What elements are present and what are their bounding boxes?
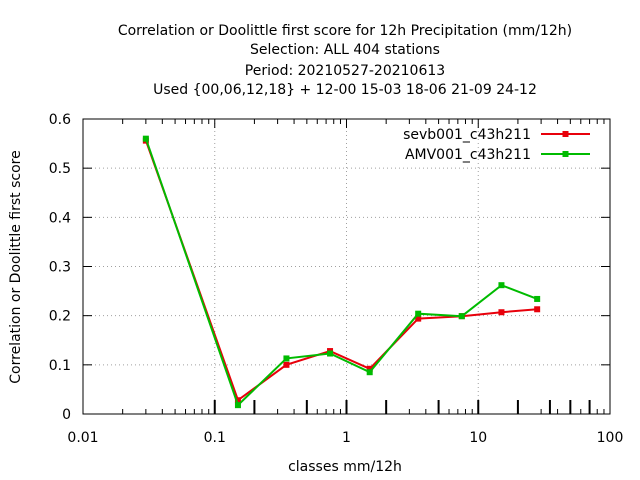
y-tick-label: 0.3 xyxy=(49,260,71,276)
series-2-point xyxy=(458,313,465,320)
legend-label-2: AMV001_c43h211 xyxy=(405,147,531,163)
y-axis-label: Correlation or Doolittle first score xyxy=(8,150,24,383)
series-1-point xyxy=(283,361,290,368)
grid-lines xyxy=(83,119,610,414)
y-tick-label: 0.4 xyxy=(49,210,71,226)
series-2-point xyxy=(534,295,541,302)
y-tick-label: 0.6 xyxy=(49,112,71,128)
x-tick-label: 10 xyxy=(469,430,487,446)
legend-marker-2 xyxy=(562,151,569,157)
series-2-point xyxy=(283,355,290,362)
legend-label-1: sevb001_c43h211 xyxy=(403,127,531,143)
y-tick-label: 0.5 xyxy=(49,161,71,177)
x-tick-label: 0.01 xyxy=(67,430,98,446)
x-tick-label: 0.1 xyxy=(204,430,226,446)
series-2-point xyxy=(234,402,241,409)
chart-title-line-1: Correlation or Doolittle first score for… xyxy=(118,23,572,39)
chart-title-line-2: Selection: ALL 404 stations xyxy=(250,42,440,58)
series-2-point xyxy=(327,350,334,357)
series-1-point xyxy=(415,315,422,322)
legend-marker-1 xyxy=(562,131,569,137)
series-1-point xyxy=(498,309,505,316)
x-tick-label: 100 xyxy=(597,430,624,446)
axis-ticks: 0 0.1 0.2 0.3 0.4 0.5 0.6 0.01 0.1 1 10 100 xyxy=(49,112,624,446)
series-2-point xyxy=(142,135,149,142)
chart-title-line-4: Used {00,06,12,18} + 12-00 15-03 18-06 2… xyxy=(153,82,537,98)
x-axis-label: classes mm/12h xyxy=(288,459,402,475)
legend: sevb001_c43h211 AMV001_c43h211 xyxy=(403,127,590,163)
series-layer xyxy=(142,135,541,409)
series-1-point xyxy=(234,397,241,404)
series-1-point xyxy=(534,306,541,313)
series-2-point xyxy=(366,369,373,376)
series-2-point xyxy=(415,310,422,317)
chart-title-group: Correlation or Doolittle first score for… xyxy=(118,23,572,98)
x-tick-label: 1 xyxy=(342,430,351,446)
y-tick-label: 0.1 xyxy=(49,358,71,374)
chart-title-line-3: Period: 20210527-20210613 xyxy=(245,63,445,79)
y-tick-label: 0 xyxy=(62,407,71,423)
class-markers xyxy=(213,400,591,414)
series-1-point xyxy=(366,365,373,372)
series-2-point xyxy=(498,282,505,289)
y-tick-label: 0.2 xyxy=(49,309,71,325)
